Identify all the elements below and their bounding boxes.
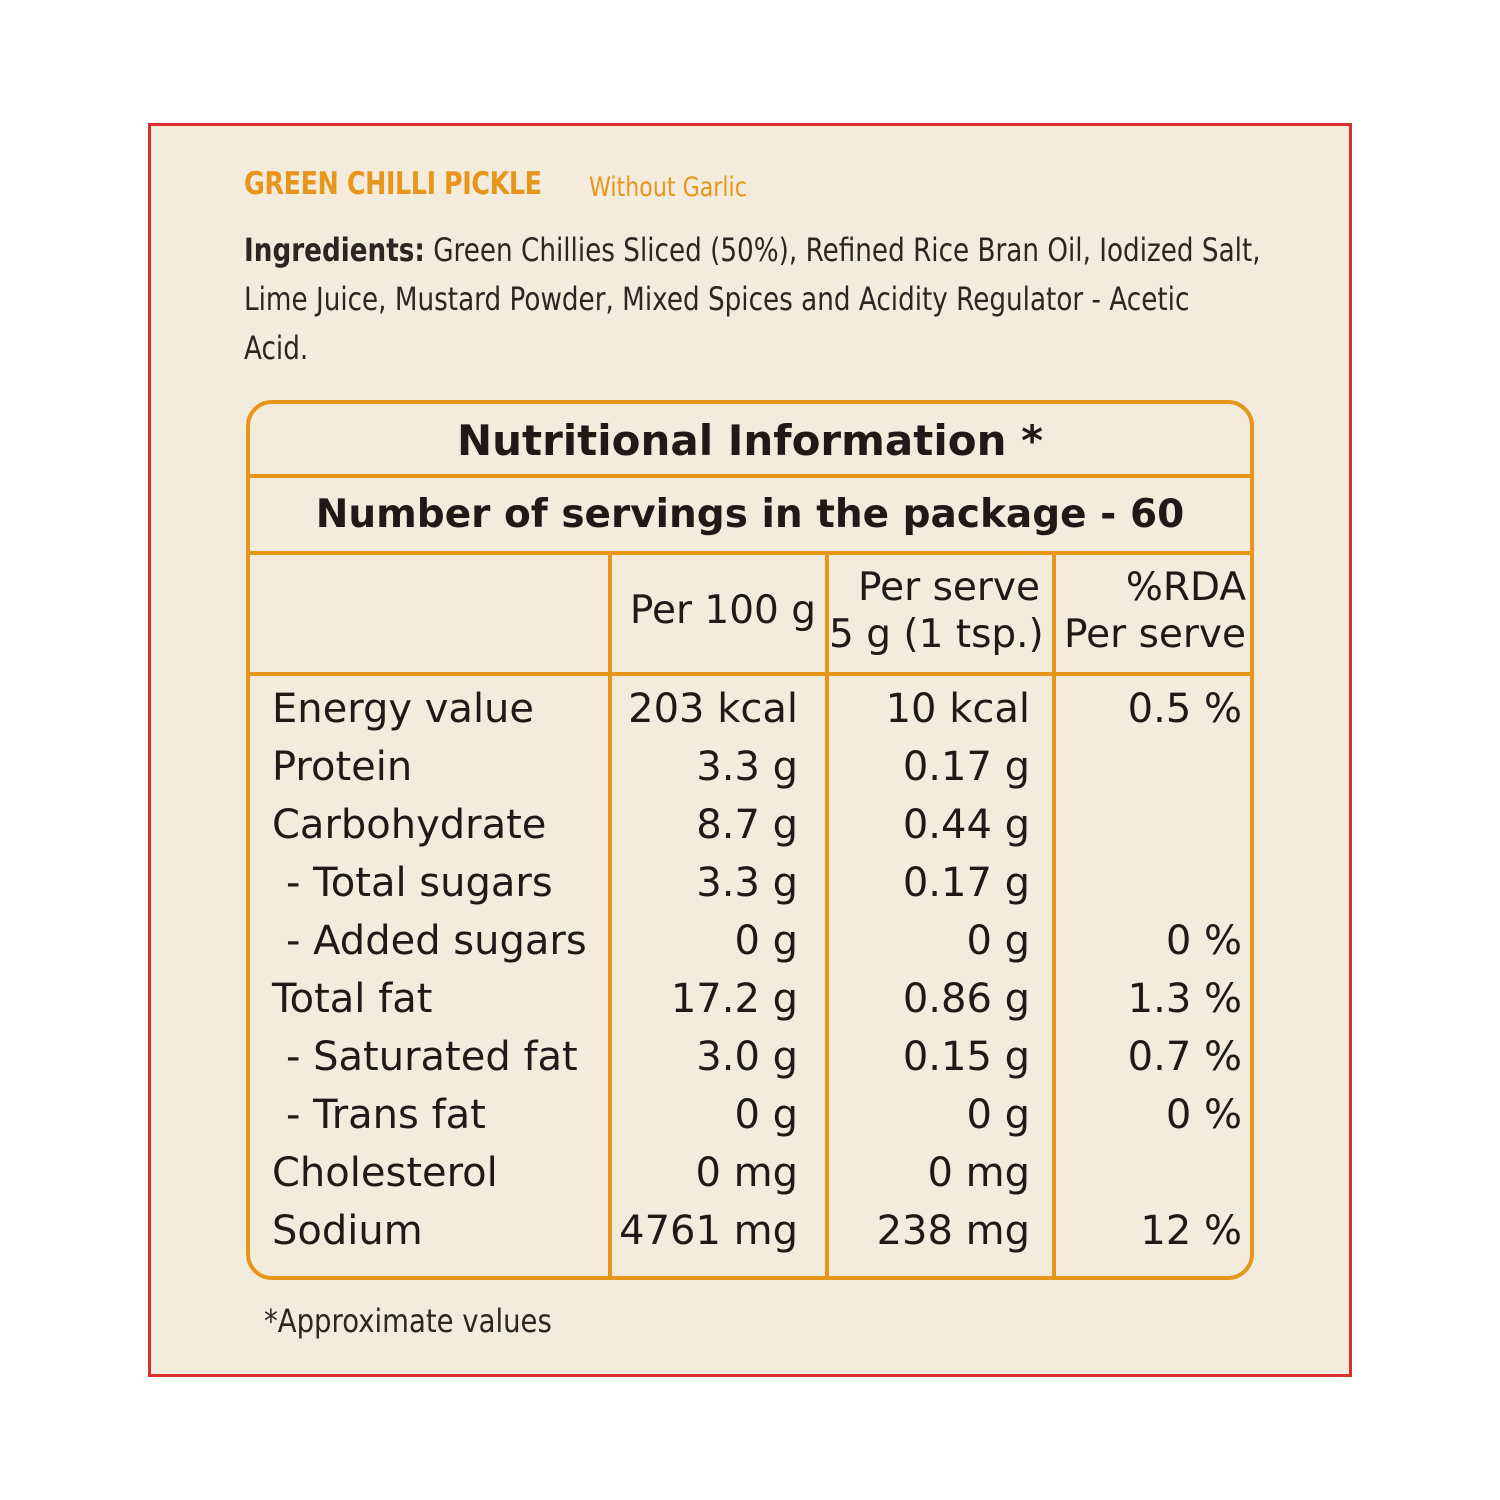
value-per-100g: 8.7 g xyxy=(696,802,798,848)
table-row: - Added sugars 0 g 0 g 0 % xyxy=(250,918,1250,976)
value-per-serve: 0 mg xyxy=(927,1150,1030,1196)
table-row: - Saturated fat 3.0 g 0.15 g 0.7 % xyxy=(250,1034,1250,1092)
value-per-100g: 3.3 g xyxy=(696,744,798,790)
servings-count: Number of servings in the package - 60 xyxy=(315,492,1185,537)
value-rda: 1.3 % xyxy=(1127,976,1242,1022)
nutrient-name: - Saturated fat xyxy=(286,1034,578,1080)
value-per-serve: 0.86 g xyxy=(902,976,1030,1022)
table-row: - Trans fat 0 g 0 g 0 % xyxy=(250,1092,1250,1150)
value-rda: 0.7 % xyxy=(1127,1034,1242,1080)
product-variant: Without Garlic xyxy=(589,172,747,203)
table-row: Energy value 203 kcal 10 kcal 0.5 % xyxy=(250,686,1250,744)
ingredients-list: Green Chillies Sliced (50%), Refined Ric… xyxy=(244,231,1261,367)
divider xyxy=(250,474,1250,478)
value-per-serve: 10 kcal xyxy=(885,686,1030,732)
value-per-100g: 0 g xyxy=(734,918,798,964)
value-per-100g: 17.2 g xyxy=(670,976,798,1022)
value-per-serve: 0.15 g xyxy=(902,1034,1030,1080)
value-per-serve: 0.44 g xyxy=(902,802,1030,848)
nutrient-name: Total fat xyxy=(272,976,433,1022)
nutrient-name: Carbohydrate xyxy=(272,802,547,848)
divider xyxy=(250,672,1250,676)
ingredients-text: Ingredients: Green Chillies Sliced (50%)… xyxy=(244,226,1261,373)
ingredients-label: Ingredients: xyxy=(244,231,425,269)
nutrient-name: - Trans fat xyxy=(286,1092,486,1138)
nutrition-table: Nutritional Information * Number of serv… xyxy=(246,400,1254,1280)
value-rda: 0 % xyxy=(1165,1092,1242,1138)
nutrient-name: Protein xyxy=(272,744,413,790)
value-rda: 0.5 % xyxy=(1127,686,1242,732)
column-header-rda: %RDA Per serve xyxy=(1064,565,1246,657)
divider xyxy=(250,551,1250,555)
footnote: *Approximate values xyxy=(264,1302,552,1340)
label-frame: GREEN CHILLI PICKLE Without Garlic Ingre… xyxy=(148,123,1352,1377)
nutrient-name: - Added sugars xyxy=(286,918,587,964)
nutrition-rows: Energy value 203 kcal 10 kcal 0.5 % Prot… xyxy=(250,686,1250,1266)
nutrition-title: Nutritional Information * xyxy=(456,416,1044,465)
table-row: Protein 3.3 g 0.17 g xyxy=(250,744,1250,802)
value-per-serve: 238 mg xyxy=(876,1208,1030,1254)
value-per-serve: 0.17 g xyxy=(902,860,1030,906)
product-name: GREEN CHILLI PICKLE xyxy=(244,166,542,202)
value-per-serve: 0 g xyxy=(966,918,1030,964)
table-row: Sodium 4761 mg 238 mg 12 % xyxy=(250,1208,1250,1266)
value-per-100g: 4761 mg xyxy=(619,1208,798,1254)
column-divider xyxy=(1052,555,1056,1276)
column-header-per-100g: Per 100 g xyxy=(629,588,816,633)
value-per-serve: 0 g xyxy=(966,1092,1030,1138)
product-title-line: GREEN CHILLI PICKLE Without Garlic xyxy=(244,166,1264,216)
value-rda: 0 % xyxy=(1165,918,1242,964)
nutrient-name: Cholesterol xyxy=(272,1150,498,1196)
table-row: Total fat 17.2 g 0.86 g 1.3 % xyxy=(250,976,1250,1034)
nutrient-name: Energy value xyxy=(272,686,535,732)
value-per-100g: 3.0 g xyxy=(696,1034,798,1080)
column-divider xyxy=(608,555,612,1276)
table-row: Carbohydrate 8.7 g 0.44 g xyxy=(250,802,1250,860)
value-per-serve: 0.17 g xyxy=(902,744,1030,790)
nutrient-name: - Total sugars xyxy=(286,860,553,906)
column-divider xyxy=(825,555,829,1276)
value-per-100g: 3.3 g xyxy=(696,860,798,906)
value-per-100g: 0 g xyxy=(734,1092,798,1138)
value-per-100g: 203 kcal xyxy=(628,686,798,732)
table-row: Cholesterol 0 mg 0 mg xyxy=(250,1150,1250,1208)
column-header-per-serve: Per serve 5 g (1 tsp.) xyxy=(829,565,1044,657)
value-rda: 12 % xyxy=(1140,1208,1242,1254)
nutrient-name: Sodium xyxy=(272,1208,423,1254)
table-row: - Total sugars 3.3 g 0.17 g xyxy=(250,860,1250,918)
value-per-100g: 0 mg xyxy=(695,1150,798,1196)
